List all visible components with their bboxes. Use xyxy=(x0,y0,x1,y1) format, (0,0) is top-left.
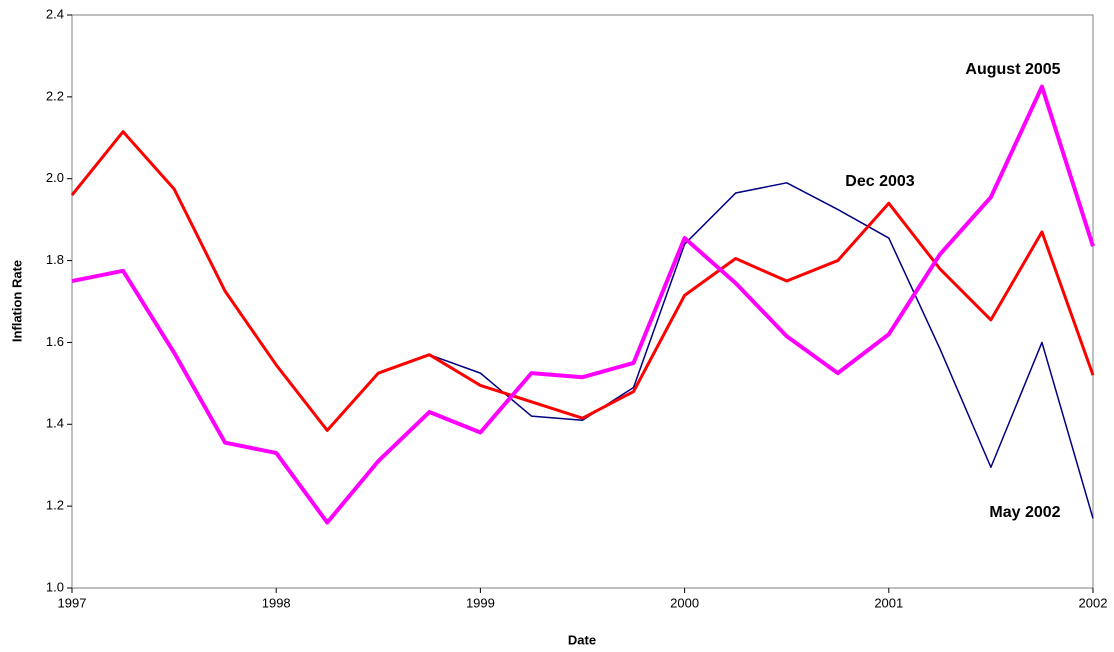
series-annotation: May 2002 xyxy=(989,504,1060,521)
y-tick-label: 1.2 xyxy=(46,498,64,513)
y-axis-label: Inflation Rate xyxy=(9,260,24,342)
x-tick-label: 2002 xyxy=(1079,595,1108,610)
y-tick-label: 1.0 xyxy=(46,579,64,594)
x-tick-label: 1997 xyxy=(58,595,87,610)
series-line xyxy=(70,130,1095,432)
x-tick-label: 2001 xyxy=(874,595,903,610)
y-tick-label: 2.4 xyxy=(46,6,64,21)
x-tick-label: 1999 xyxy=(466,595,495,610)
x-tick-label: 2000 xyxy=(670,595,699,610)
y-tick-label: 1.6 xyxy=(46,334,64,349)
y-tick-label: 2.0 xyxy=(46,170,64,185)
series-annotation: August 2005 xyxy=(965,61,1060,78)
y-tick-label: 1.8 xyxy=(46,252,64,267)
series-annotation: Dec 2003 xyxy=(845,173,914,190)
y-tick-label: 2.2 xyxy=(46,88,64,103)
plot-area xyxy=(71,14,1094,589)
series-line xyxy=(71,84,1095,525)
y-tick-label: 1.4 xyxy=(46,416,64,431)
x-tick-label: 1998 xyxy=(262,595,291,610)
x-axis-label: Date xyxy=(568,632,596,647)
